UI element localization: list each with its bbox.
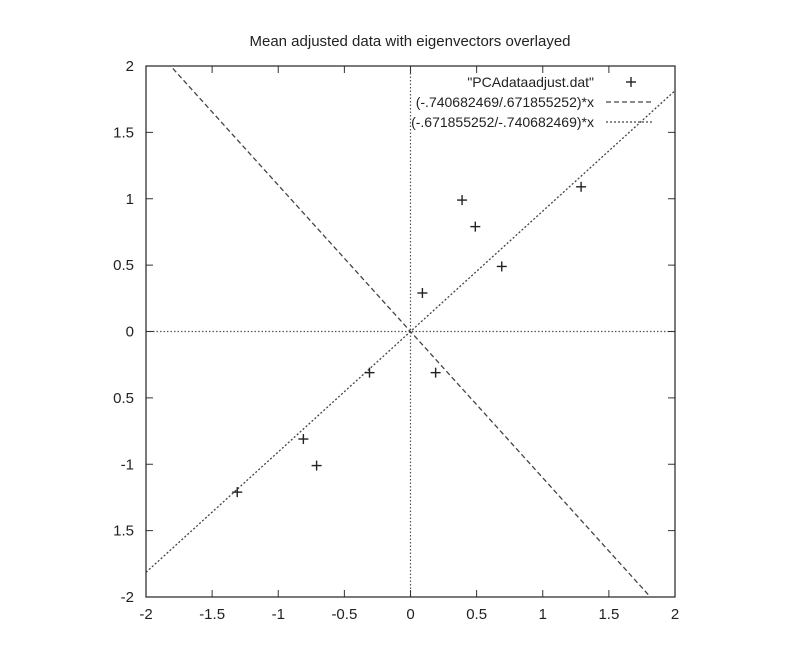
- legend-label-2: (-.740682469/.671855252)*x: [416, 94, 594, 110]
- data-point: [496, 261, 507, 272]
- legend-label-3: (-.671855252/-.740682469)*x: [411, 114, 594, 130]
- data-point: [430, 367, 441, 378]
- data-point: [470, 221, 481, 232]
- plot-border: [145, 65, 676, 598]
- data-point: [576, 181, 587, 192]
- y-tick-label: 0.5: [113, 257, 134, 274]
- data-point: [232, 487, 243, 498]
- y-tick-label: 1: [126, 191, 134, 208]
- x-tick-label: -1: [272, 606, 285, 623]
- y-tick-label: 0: [126, 324, 134, 341]
- data-point: [457, 195, 468, 206]
- y-tick-label: 1.5: [113, 124, 134, 141]
- x-tick-label: -2: [139, 606, 152, 623]
- x-tick-label: 1: [539, 606, 547, 623]
- y-tick-label: -1: [121, 456, 134, 473]
- data-point: [364, 367, 375, 378]
- x-tick-label: -1.5: [199, 606, 225, 623]
- chart-title: Mean adjusted data with eigenvectors ove…: [249, 33, 570, 50]
- x-tick-label: 0.5: [466, 606, 487, 623]
- x-tick-label: 2: [671, 606, 679, 623]
- legend-marker-plus: [626, 77, 636, 87]
- eigenvector-line-2: [146, 90, 675, 573]
- legend-label-1: "PCAdataadjust.dat": [467, 74, 594, 90]
- x-tick-label: 1.5: [598, 606, 619, 623]
- data-point: [311, 460, 322, 471]
- y-tick-label: -2: [121, 589, 134, 606]
- y-tick-label: 0.5: [113, 390, 134, 407]
- x-tick-label: -0.5: [331, 606, 357, 623]
- y-tick-label: 2: [126, 58, 134, 75]
- x-tick-label: 0: [406, 606, 414, 623]
- data-point: [417, 288, 428, 299]
- y-tick-label: 1.5: [113, 523, 134, 540]
- data-point: [298, 434, 309, 445]
